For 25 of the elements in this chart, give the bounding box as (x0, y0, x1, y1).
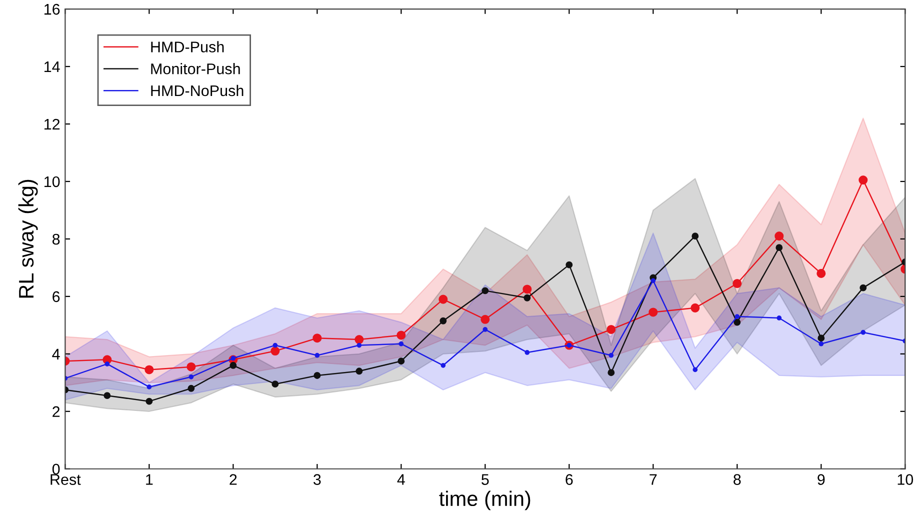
y-tick-label: 14 (44, 62, 60, 72)
y-tick-label: 8 (52, 234, 60, 245)
x-tick-label: 6 (566, 474, 573, 485)
x-tick-label: 5 (482, 474, 489, 485)
y-tick-label: 2 (52, 406, 60, 417)
legend-label: HMD-Push (151, 41, 224, 52)
y-tick-label: 6 (52, 291, 60, 302)
y-tick-label: 4 (52, 348, 60, 360)
x-tick-label: 8 (734, 474, 741, 485)
legend-label: HMD-NoPush (151, 84, 244, 96)
y-axis-title: RL sway (kg) (18, 180, 38, 298)
x-tick-label: 3 (314, 474, 321, 485)
y-tick-label: 16 (44, 4, 60, 15)
x-tick-label: 9 (818, 474, 825, 485)
x-tick-label: 4 (397, 474, 405, 485)
x-tick-label: 10 (898, 474, 914, 485)
x-tick-label: 7 (650, 474, 657, 485)
x-tick-label: 2 (230, 474, 237, 485)
x-tick-label: Rest (50, 474, 81, 485)
x-axis-title: time (min) (439, 490, 530, 510)
y-tick-label: 0 (52, 464, 60, 475)
legend-label: Monitor-Push (151, 63, 240, 74)
y-tick-label: 10 (44, 176, 60, 188)
x-tick-label: 1 (146, 474, 153, 485)
y-tick-label: 12 (44, 118, 60, 130)
